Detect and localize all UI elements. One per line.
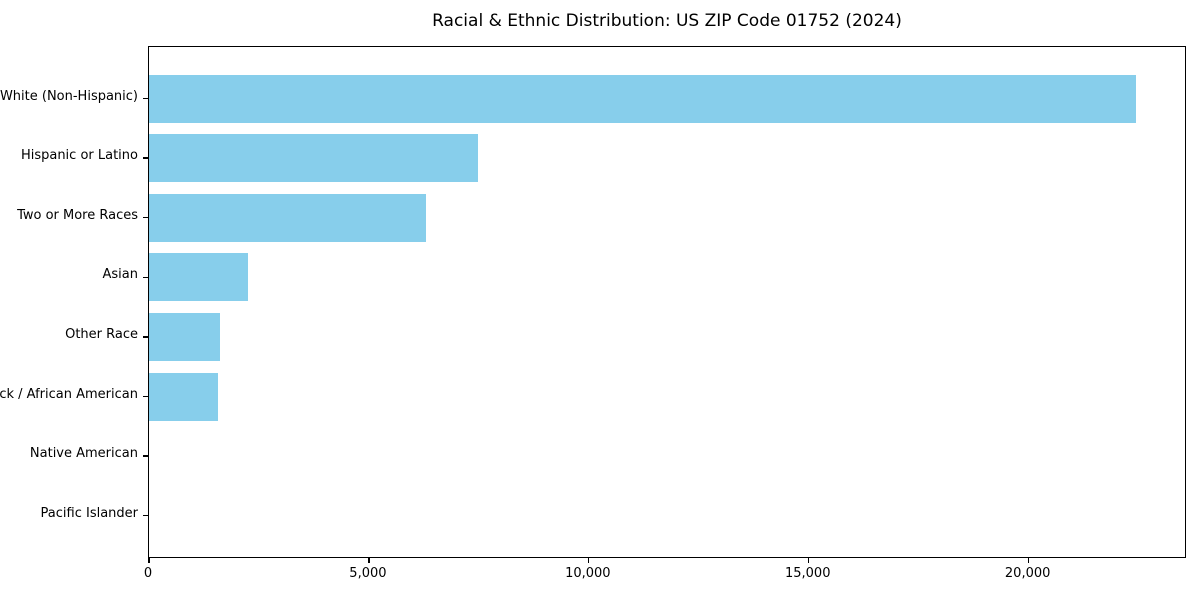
- x-tick: [808, 558, 810, 563]
- y-tick: [143, 217, 148, 219]
- y-axis-label: Two or More Races: [17, 207, 138, 223]
- y-axis-label: Pacific Islander: [40, 505, 138, 521]
- y-axis-label: Asian: [102, 267, 138, 283]
- y-tick: [143, 97, 148, 100]
- y-axis-label: Native American: [29, 446, 138, 462]
- bar: [149, 74, 1137, 123]
- bar: [149, 312, 221, 361]
- x-tick-label: 0: [143, 566, 153, 581]
- x-tick: [588, 558, 590, 563]
- bar: [149, 253, 248, 302]
- y-tick: [143, 157, 148, 159]
- x-tick: [1028, 558, 1030, 563]
- y-axis-label: Hispanic or Latino: [20, 148, 138, 164]
- x-tick-label: 5,000: [349, 566, 387, 581]
- chart-title: Racial & Ethnic Distribution: US ZIP Cod…: [432, 11, 902, 31]
- x-tick: [368, 558, 370, 563]
- bar: [149, 193, 426, 242]
- y-tick: [143, 515, 148, 517]
- bar: [149, 372, 218, 421]
- y-tick: [143, 276, 148, 278]
- y-axis-label: White (Non-Hispanic): [0, 88, 138, 104]
- y-tick: [143, 395, 148, 398]
- plot-area: [143, 46, 1186, 563]
- x-tick-label: 10,000: [565, 566, 611, 581]
- y-tick: [143, 455, 148, 457]
- y-axis-label: Other Race: [65, 326, 138, 342]
- x-tick-label: 20,000: [1004, 566, 1051, 581]
- x-tick: [148, 558, 150, 563]
- x-tick-label: 15,000: [784, 566, 831, 581]
- y-axis-label: Black / African American: [0, 386, 138, 402]
- y-tick: [143, 336, 148, 338]
- bar: [149, 134, 478, 183]
